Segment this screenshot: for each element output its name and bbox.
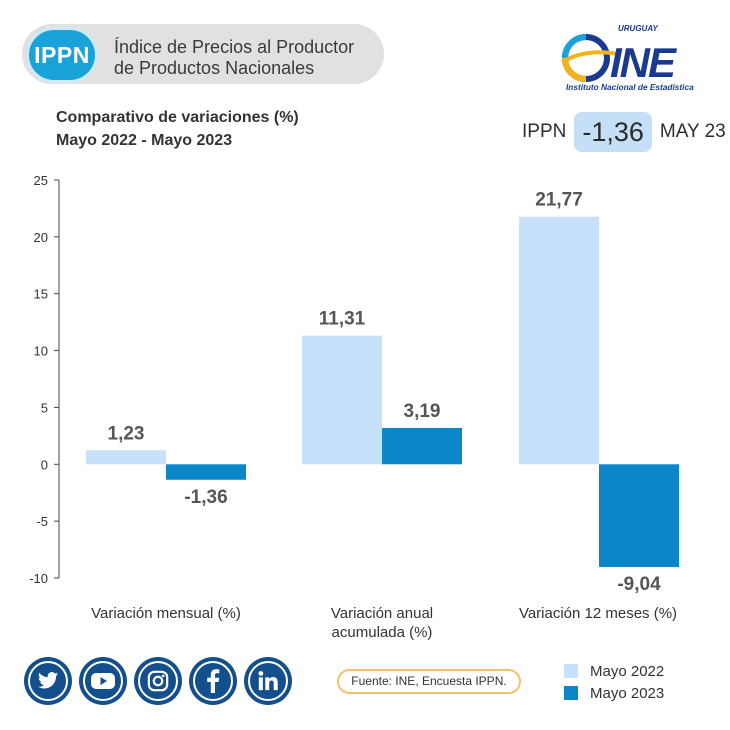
title-line-1: Índice de Precios al Productor: [114, 37, 355, 57]
instagram-icon[interactable]: [134, 657, 182, 705]
headline-value: -1,36: [574, 112, 652, 152]
page-title: Índice de Precios al Productor de Produc…: [114, 37, 374, 79]
legend-label-mayo-2023: Mayo 2023: [590, 684, 665, 702]
chart-legend: Mayo 2022 Mayo 2023: [564, 660, 664, 704]
source-note: Fuente: INE, Encuesta IPPN.: [337, 669, 521, 694]
headline-prefix: IPPN: [522, 121, 567, 142]
category-label: Variación anual acumulada (%): [331, 605, 433, 641]
youtube-icon[interactable]: [79, 657, 127, 705]
y-tick-label: 5: [41, 400, 48, 415]
bar: [382, 428, 462, 465]
bar: [519, 216, 599, 465]
y-tick-label: -10: [29, 571, 48, 586]
subtitle-line-2: Mayo 2022 - Mayo 2023: [56, 132, 233, 149]
facebook-icon[interactable]: [189, 657, 237, 705]
category-label: Variación mensual (%): [91, 605, 241, 622]
data-label: 11,31: [319, 309, 366, 330]
legend-swatch-mayo-2022: [564, 664, 578, 678]
y-tick-label: -5: [36, 514, 48, 529]
bar: [302, 335, 382, 465]
legend-item-mayo-2023: Mayo 2023: [564, 682, 664, 704]
linkedin-icon[interactable]: [244, 657, 292, 705]
subtitle-line-1: Comparativo de variaciones (%): [56, 109, 299, 126]
data-label: -9,04: [617, 574, 661, 595]
chart-subtitle: Comparativo de variaciones (%) Mayo 2022…: [56, 106, 299, 152]
headline-indicator: IPPN -1,36 MAY 23: [522, 112, 726, 152]
y-tick-label: 25: [34, 173, 48, 188]
ine-logo: URUGUAY INE Instituto Nacional de Estadí…: [560, 24, 694, 92]
twitter-icon[interactable]: [24, 657, 72, 705]
headline-suffix: MAY 23: [659, 121, 726, 142]
data-label: -1,36: [184, 487, 227, 508]
title-line-2: de Productos Nacionales: [114, 58, 315, 78]
bar: [86, 450, 166, 465]
bar: [599, 464, 679, 568]
ippn-badge: IPPN: [26, 27, 98, 83]
legend-label-mayo-2022: Mayo 2022: [590, 662, 665, 680]
y-tick-label: 15: [34, 287, 48, 302]
social-links: [24, 657, 292, 705]
logo-country: URUGUAY: [618, 24, 659, 33]
legend-swatch-mayo-2023: [564, 686, 578, 700]
y-tick-label: 0: [41, 457, 48, 472]
bar-chart: 25 20 15 10 5 0 -5 -10 1,23 -1,36 11,31 3,19 21,77 -9…: [29, 173, 679, 641]
logo-acronym: INE: [610, 39, 678, 86]
category-label: Variación 12 meses (%): [519, 605, 677, 622]
y-tick-label: 20: [34, 230, 48, 245]
data-label: 1,23: [108, 423, 145, 444]
y-tick-label: 10: [34, 344, 48, 359]
bar: [166, 464, 246, 480]
legend-item-mayo-2022: Mayo 2022: [564, 660, 664, 682]
logo-name: Instituto Nacional de Estadística: [566, 82, 694, 92]
data-label: 3,19: [404, 401, 441, 422]
data-label: 21,77: [535, 190, 583, 211]
